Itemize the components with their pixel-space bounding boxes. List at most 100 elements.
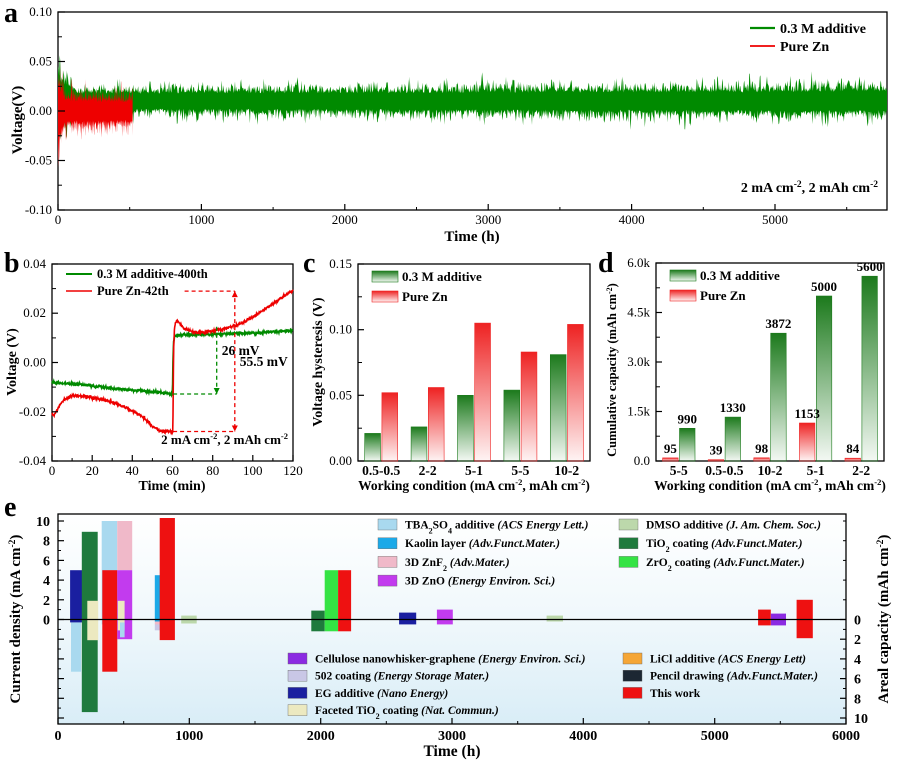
svg-text:10: 10	[36, 515, 50, 530]
svg-text:5-1: 5-1	[465, 463, 483, 478]
svg-text:84: 84	[846, 441, 860, 456]
svg-text:8: 8	[43, 535, 50, 550]
svg-text:1000: 1000	[175, 729, 203, 744]
svg-text:39: 39	[710, 443, 724, 458]
svg-text:Current density (mA cm-2): Current density (mA cm-2)	[8, 535, 24, 704]
svg-text:EG additive (Nano Energy): EG additive (Nano Energy)	[315, 688, 448, 700]
svg-text:-0.10: -0.10	[25, 202, 52, 217]
svg-text:6: 6	[854, 673, 861, 688]
svg-text:3.0k: 3.0k	[627, 354, 650, 369]
svg-text:LiCl additive (ACS Energy Let: LiCl additive (ACS Energy Lett)	[650, 654, 806, 666]
svg-text:Pure Zn-42th: Pure Zn-42th	[97, 284, 169, 298]
svg-text:5600: 5600	[857, 259, 883, 274]
svg-text:Cellulose nanowhisker-graphene: Cellulose nanowhisker-graphene (Energy E…	[315, 654, 586, 666]
svg-text:Voltage (V): Voltage (V)	[5, 328, 20, 396]
svg-text:8: 8	[854, 692, 861, 707]
svg-text:Pencil drawing (Adv.Funct.Mat: Pencil drawing (Adv.Funct.Mater.)	[650, 671, 818, 683]
svg-text:0.00: 0.00	[329, 453, 352, 468]
svg-text:80: 80	[206, 463, 219, 478]
svg-text:6000: 6000	[832, 729, 860, 744]
svg-text:6.0k: 6.0k	[627, 255, 650, 270]
svg-text:DMSO additive (J. Am. Chem. S: DMSO additive (J. Am. Chem. Soc.)	[646, 520, 821, 532]
svg-text:1153: 1153	[795, 406, 821, 421]
svg-text:5-5: 5-5	[511, 463, 529, 478]
svg-text:Pure Zn: Pure Zn	[700, 288, 746, 303]
svg-text:Voltage hysteresis (V): Voltage hysteresis (V)	[311, 297, 326, 426]
svg-text:Pure Zn: Pure Zn	[780, 40, 829, 55]
svg-text:2 mA cm-2, 2 mAh cm-2: 2 mA cm-2, 2 mAh cm-2	[741, 180, 878, 196]
svg-text:0.00: 0.00	[23, 355, 46, 370]
svg-text:2000: 2000	[332, 212, 358, 227]
svg-text:1330: 1330	[720, 400, 746, 415]
svg-text:0.3 M additive: 0.3 M additive	[780, 22, 866, 37]
svg-text:Voltage(V): Voltage(V)	[10, 86, 26, 155]
svg-text:-0.02: -0.02	[19, 404, 46, 419]
svg-text:Areal capacity (mAh cm-2): Areal capacity (mAh cm-2)	[876, 535, 892, 704]
svg-text:0: 0	[55, 212, 62, 227]
svg-text:2000: 2000	[307, 729, 335, 744]
svg-text:0.3 M additive-400th: 0.3 M additive-400th	[97, 267, 208, 281]
svg-text:5000: 5000	[701, 729, 729, 744]
svg-text:10-2: 10-2	[554, 463, 579, 478]
svg-text:This work: This work	[650, 688, 701, 700]
svg-text:0.05: 0.05	[329, 387, 352, 402]
svg-text:5-5: 5-5	[670, 463, 688, 478]
svg-text:3000: 3000	[438, 729, 466, 744]
svg-text:-0.05: -0.05	[25, 153, 52, 168]
svg-text:Cumulative capacity (mAh cm-2): Cumulative capacity (mAh cm-2)	[605, 283, 620, 457]
svg-text:0.3 M additive: 0.3 M additive	[700, 268, 780, 283]
svg-text:5-1: 5-1	[807, 463, 825, 478]
svg-text:0.5-0.5: 0.5-0.5	[705, 463, 743, 478]
svg-text:20: 20	[86, 463, 99, 478]
svg-text:0.10: 0.10	[329, 322, 352, 337]
svg-text:2: 2	[854, 633, 861, 648]
svg-text:0: 0	[55, 729, 62, 744]
svg-text:0.00: 0.00	[29, 103, 52, 118]
svg-text:0.04: 0.04	[23, 256, 46, 271]
svg-text:120: 120	[283, 463, 303, 478]
svg-text:Time (h): Time (h)	[424, 743, 481, 760]
svg-text:3D ZnO (Energy Environ. Sci.): 3D ZnO (Energy Environ. Sci.)	[405, 576, 555, 588]
svg-text:100: 100	[243, 463, 263, 478]
svg-text:55.5 mV: 55.5 mV	[240, 354, 288, 369]
svg-text:Pure Zn: Pure Zn	[402, 289, 448, 304]
svg-text:2-2: 2-2	[419, 463, 437, 478]
svg-text:Kaolin layer (Adv.Funct.Mater.: Kaolin layer (Adv.Funct.Mater.)	[405, 538, 560, 550]
svg-text:Working condition (mA cm-2, mA: Working condition (mA cm-2, mAh cm-2)	[654, 477, 886, 493]
svg-text:-0.04: -0.04	[19, 453, 47, 468]
svg-text:6: 6	[43, 554, 50, 569]
svg-text:2: 2	[43, 594, 50, 609]
svg-text:98: 98	[755, 441, 769, 456]
svg-text:Working condition (mA cm-2, mA: Working condition (mA cm-2, mAh cm-2)	[358, 477, 590, 493]
svg-text:Time (min): Time (min)	[138, 479, 205, 494]
svg-text:40: 40	[126, 463, 139, 478]
svg-text:0: 0	[49, 463, 56, 478]
svg-text:0.3 M additive: 0.3 M additive	[402, 269, 482, 284]
svg-text:Time (h): Time (h)	[444, 229, 499, 245]
svg-text:0.0: 0.0	[634, 453, 650, 468]
svg-text:4: 4	[43, 574, 50, 589]
svg-text:3872: 3872	[765, 316, 791, 331]
svg-text:0: 0	[854, 614, 861, 629]
svg-text:0.10: 0.10	[29, 4, 52, 19]
svg-text:2 mA cm-2, 2 mAh cm-2: 2 mA cm-2, 2 mAh cm-2	[161, 431, 288, 447]
svg-text:4000: 4000	[619, 212, 645, 227]
svg-text:2-2: 2-2	[852, 463, 870, 478]
svg-text:990: 990	[677, 411, 697, 426]
svg-text:0.05: 0.05	[29, 54, 52, 69]
svg-text:10-2: 10-2	[758, 463, 783, 478]
svg-text:0.5-0.5: 0.5-0.5	[362, 463, 400, 478]
svg-text:502 coating (Energy Storage Ma: 502 coating (Energy Storage Mater.)	[315, 671, 489, 683]
svg-text:4000: 4000	[569, 729, 597, 744]
svg-text:60: 60	[166, 463, 179, 478]
svg-text:3000: 3000	[475, 212, 501, 227]
svg-text:10: 10	[854, 712, 868, 727]
svg-text:1.5k: 1.5k	[627, 404, 650, 419]
svg-text:0: 0	[43, 614, 50, 629]
svg-text:4.5k: 4.5k	[627, 305, 650, 320]
svg-text:0.02: 0.02	[23, 305, 46, 320]
svg-text:0.15: 0.15	[329, 256, 352, 271]
svg-text:5000: 5000	[811, 279, 837, 294]
svg-text:95: 95	[664, 441, 678, 456]
svg-text:5000: 5000	[762, 212, 788, 227]
